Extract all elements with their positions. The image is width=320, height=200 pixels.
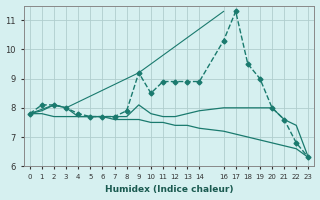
X-axis label: Humidex (Indice chaleur): Humidex (Indice chaleur) (105, 185, 233, 194)
